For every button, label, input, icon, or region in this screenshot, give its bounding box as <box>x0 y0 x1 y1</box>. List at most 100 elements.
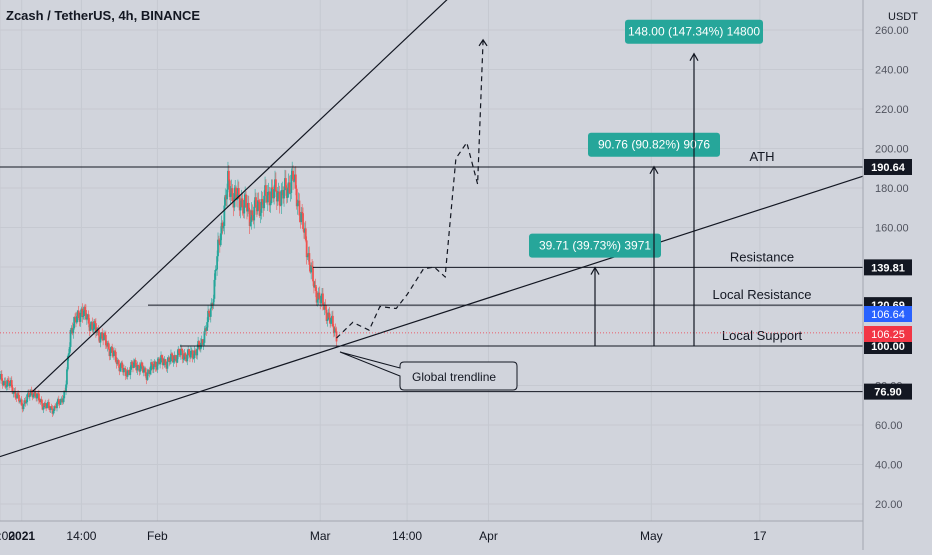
candle-body <box>22 404 25 410</box>
candle-body <box>118 364 121 372</box>
candle-body <box>184 353 187 357</box>
candle-body <box>246 202 249 212</box>
time-tick: 2021 <box>8 529 35 543</box>
trendline-callout[interactable]: Global trendline <box>339 351 518 391</box>
candle-body <box>199 345 201 350</box>
candle-body <box>151 362 153 364</box>
candle-body <box>70 327 73 330</box>
target-arrows[interactable]: 39.71 (39.73%) 3971 90.76 (90.82%) 9076 14… <box>529 19 763 346</box>
candle-body <box>213 279 216 299</box>
candle-body <box>153 361 156 366</box>
candle-body <box>74 316 76 318</box>
candle-body <box>41 403 44 410</box>
candle-body <box>58 403 61 405</box>
candle-body <box>109 351 112 357</box>
candle-body <box>240 198 243 207</box>
candle-body <box>231 188 234 201</box>
candle-body <box>271 187 274 190</box>
candle-body <box>189 354 191 358</box>
candle-body <box>192 358 195 359</box>
candle-body <box>37 393 39 395</box>
candle-body <box>141 362 143 367</box>
candle-body <box>75 316 78 323</box>
candle-body <box>78 317 81 322</box>
candle-body <box>275 191 278 202</box>
candle-body <box>299 215 302 223</box>
level-price-text: 190.64 <box>871 162 906 174</box>
candle-body <box>54 406 57 408</box>
candle-body <box>62 398 65 403</box>
candle-body <box>200 339 203 344</box>
candle-body <box>9 383 11 387</box>
level-name: Local Support <box>722 328 803 343</box>
candle-body <box>27 392 29 395</box>
candle-body <box>245 194 247 208</box>
candle-body <box>230 188 233 194</box>
candle-body <box>65 384 67 392</box>
candle-body <box>198 341 200 346</box>
candle-body <box>224 195 227 206</box>
candle-body <box>55 407 57 409</box>
candle-body <box>209 308 212 317</box>
candle-body <box>331 315 334 327</box>
candle-body <box>232 200 235 208</box>
candle-body <box>262 201 265 209</box>
candle-body <box>182 359 185 360</box>
candle-body <box>234 187 237 194</box>
candle-body <box>313 281 315 288</box>
global-trendline[interactable] <box>0 175 864 458</box>
candle-body <box>272 189 275 199</box>
projected-path[interactable] <box>336 38 488 339</box>
candle-body <box>331 315 333 319</box>
candle-body <box>0 377 1 380</box>
candle-body <box>129 369 132 376</box>
candle-body <box>174 355 177 359</box>
target-label-box <box>588 132 720 157</box>
candle-body <box>130 362 133 370</box>
candle-body <box>265 185 267 196</box>
candle-body <box>229 193 232 197</box>
projected-path-line[interactable] <box>336 39 484 339</box>
candle-body <box>332 326 335 333</box>
candle-body <box>306 256 309 258</box>
candle-body <box>211 303 214 305</box>
candle-body <box>66 355 69 370</box>
target-label-text: 148.00 (147.34%) 14800 <box>628 25 760 39</box>
candle-body <box>225 195 228 200</box>
candle-body <box>20 399 23 406</box>
candle-body <box>147 369 150 373</box>
candle-body <box>219 233 222 246</box>
horizontal-levels[interactable]: ATH Resistance Local Resistance Local Suppo… <box>0 149 863 393</box>
candle-body <box>218 240 221 246</box>
candle-body <box>312 266 314 282</box>
trendlines[interactable] <box>0 0 864 458</box>
time-tick: 18:00 <box>0 529 15 543</box>
candle-body <box>114 351 117 362</box>
candle-body <box>239 206 242 211</box>
price-tick: 160.00 <box>875 223 909 235</box>
upper-channel-line[interactable] <box>32 0 478 392</box>
callout-text: Global trendline <box>412 370 496 384</box>
candle-body <box>250 210 253 223</box>
candle-body <box>120 362 123 368</box>
candle-body <box>142 369 145 373</box>
candle-body <box>122 367 124 373</box>
grid <box>0 0 863 521</box>
candle-body <box>38 400 41 403</box>
candle-body <box>236 198 238 200</box>
candle-body <box>23 400 26 405</box>
price-tick: 60.00 <box>875 420 903 432</box>
candle-body <box>113 350 115 357</box>
candle-body <box>187 349 190 355</box>
candle-body <box>283 190 285 199</box>
candle-body <box>76 310 79 317</box>
candles <box>0 161 338 417</box>
candle-body <box>254 197 257 207</box>
target-arrowhead <box>590 266 600 275</box>
candle-body <box>36 393 38 399</box>
candle-body <box>252 215 255 221</box>
